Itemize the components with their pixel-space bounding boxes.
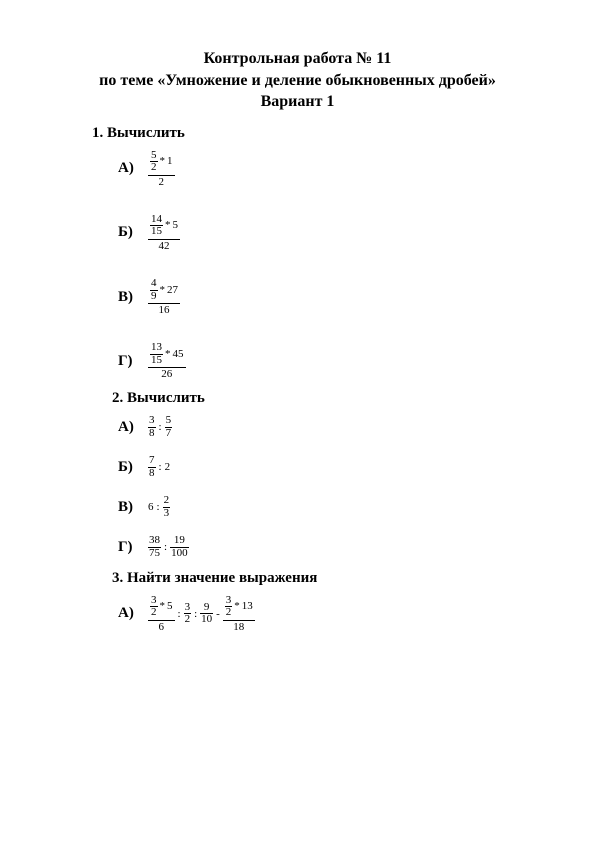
item-label: Б) (118, 459, 148, 476)
item-1v: В) 49 * 27 16 (118, 278, 539, 316)
math-expression: 1315 * 45 26 (148, 342, 186, 380)
item-2v: В) 6 : 23 (118, 495, 539, 519)
item-label: Г) (118, 539, 148, 556)
math-expression: 52 * 1 2 (148, 150, 175, 188)
section-2-title: 2. Вычислить (112, 390, 539, 407)
item-label: В) (118, 289, 148, 306)
math-expression: 6 : 23 (148, 495, 170, 519)
section-3-title: 3. Найти значение выражения (112, 570, 539, 587)
item-label: В) (118, 499, 148, 516)
title-line-3: Вариант 1 (56, 91, 539, 113)
section-3-items: А) 32 * 5 6 : 32 : 910 - 32 * 13 (56, 595, 539, 633)
item-label: А) (118, 605, 148, 622)
item-1a: А) 52 * 1 2 (118, 150, 539, 188)
item-1b: Б) 1415 * 5 42 (118, 214, 539, 252)
math-expression: 3875 : 19100 (148, 535, 189, 559)
math-expression: 32 * 5 6 : 32 : 910 - 32 * 13 18 (148, 595, 255, 633)
item-2a: А) 38 : 57 (118, 415, 539, 439)
math-expression: 49 * 27 16 (148, 278, 180, 316)
math-expression: 38 : 57 (148, 415, 172, 439)
math-expression: 1415 * 5 42 (148, 214, 180, 252)
item-label: А) (118, 419, 148, 436)
item-label: А) (118, 160, 148, 177)
title-line-2: по теме «Умножение и деление обыкновенны… (56, 70, 539, 92)
item-label: Г) (118, 353, 148, 370)
section-1-items: А) 52 * 1 2 Б) 1415 * 5 42 В) 49 * (56, 150, 539, 380)
math-expression: 78 : 2 (148, 455, 170, 479)
item-1g: Г) 1315 * 45 26 (118, 342, 539, 380)
section-1-title: 1. Вычислить (92, 125, 539, 142)
item-2b: Б) 78 : 2 (118, 455, 539, 479)
section-2-items: А) 38 : 57 Б) 78 : 2 В) 6 : 23 Г) 3875 :… (56, 415, 539, 559)
title-line-1: Контрольная работа № 11 (56, 48, 539, 70)
item-label: Б) (118, 224, 148, 241)
item-2g: Г) 3875 : 19100 (118, 535, 539, 559)
item-3a: А) 32 * 5 6 : 32 : 910 - 32 * 13 (118, 595, 539, 633)
title-block: Контрольная работа № 11 по теме «Умножен… (56, 48, 539, 113)
